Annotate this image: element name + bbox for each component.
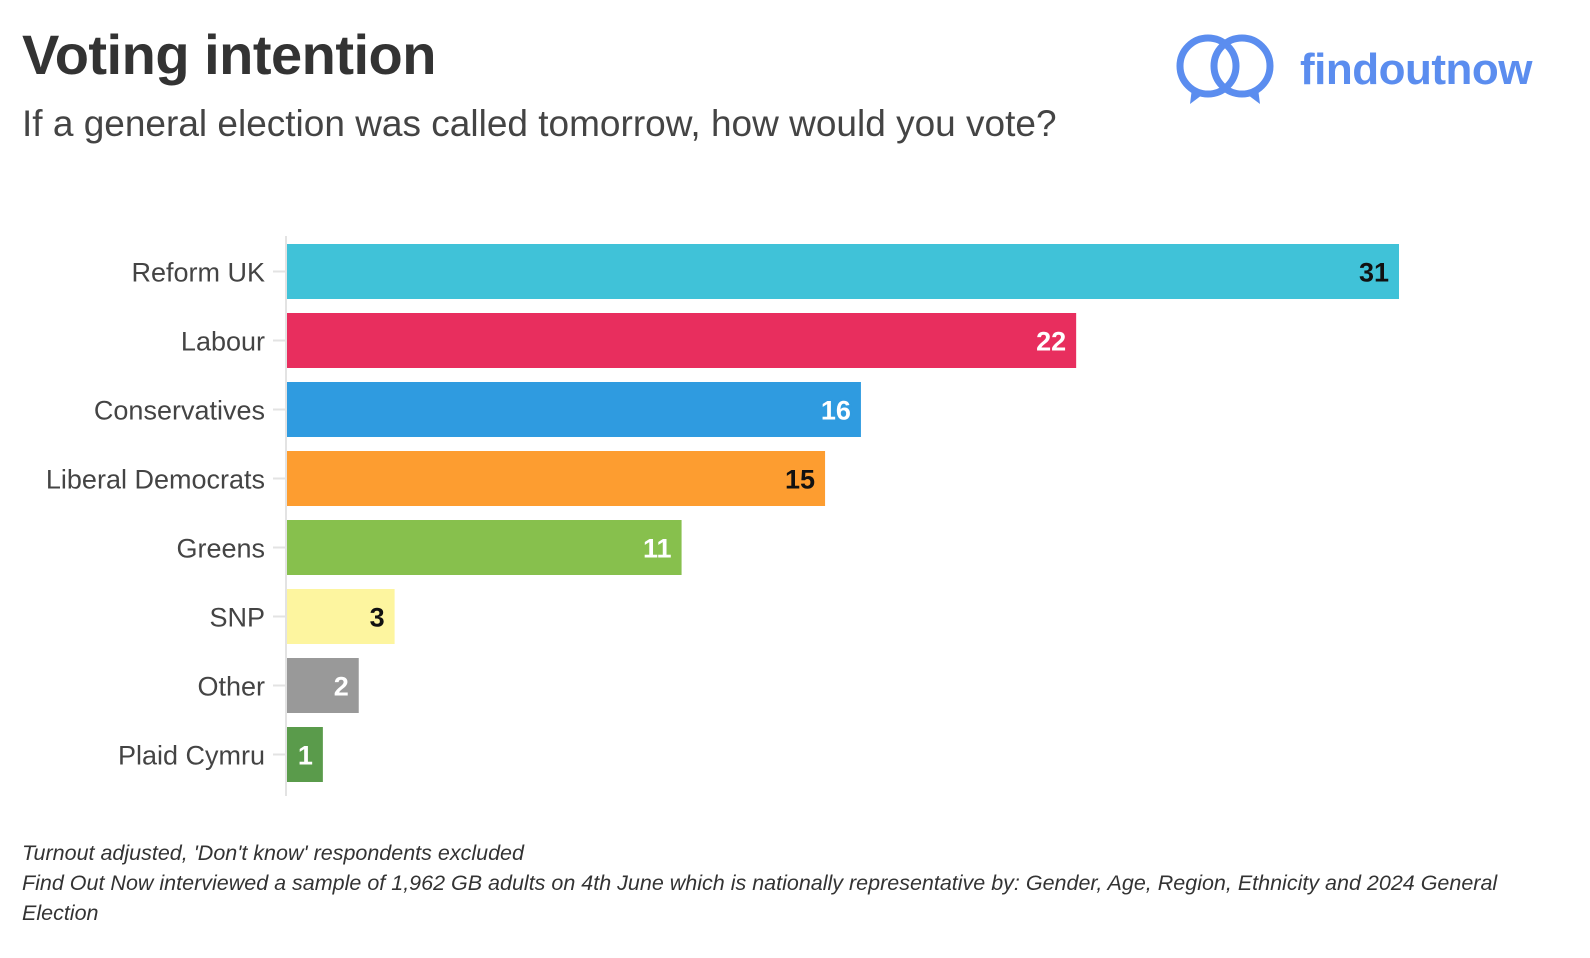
category-label: SNP — [209, 603, 265, 633]
footnotes: Turnout adjusted, 'Don't know' responden… — [22, 838, 1562, 928]
chart-title: Voting intention — [22, 23, 436, 86]
bar — [287, 520, 682, 575]
brand-name: findoutnow — [1300, 45, 1533, 94]
bar — [287, 727, 323, 782]
value-label: 2 — [334, 672, 349, 702]
category-label: Labour — [181, 327, 265, 357]
value-label: 3 — [370, 603, 385, 633]
footnote-turnout: Turnout adjusted, 'Don't know' responden… — [22, 841, 524, 865]
bar — [287, 244, 1399, 299]
value-label: 15 — [785, 465, 815, 495]
value-label: 22 — [1036, 327, 1066, 357]
category-label: Greens — [176, 534, 265, 564]
bar — [287, 451, 826, 506]
chart-subtitle: If a general election was called tomorro… — [22, 103, 1057, 144]
category-label: Liberal Democrats — [46, 465, 265, 495]
value-label: 31 — [1359, 258, 1389, 288]
value-label: 11 — [643, 534, 672, 564]
value-label: 16 — [821, 396, 851, 426]
bar — [287, 382, 861, 437]
bar — [287, 589, 395, 644]
footnote-methodology: Find Out Now interviewed a sample of 1,9… — [22, 871, 1498, 925]
brand-logo: findoutnow — [1170, 30, 1570, 110]
category-label: Reform UK — [131, 258, 265, 288]
category-label: Conservatives — [94, 396, 265, 426]
value-label: 1 — [298, 741, 313, 771]
bar — [287, 658, 359, 713]
category-label: Plaid Cymru — [118, 741, 265, 771]
category-label: Other — [197, 672, 265, 702]
bar — [287, 313, 1077, 368]
interlocking-rings-icon — [1176, 34, 1274, 104]
